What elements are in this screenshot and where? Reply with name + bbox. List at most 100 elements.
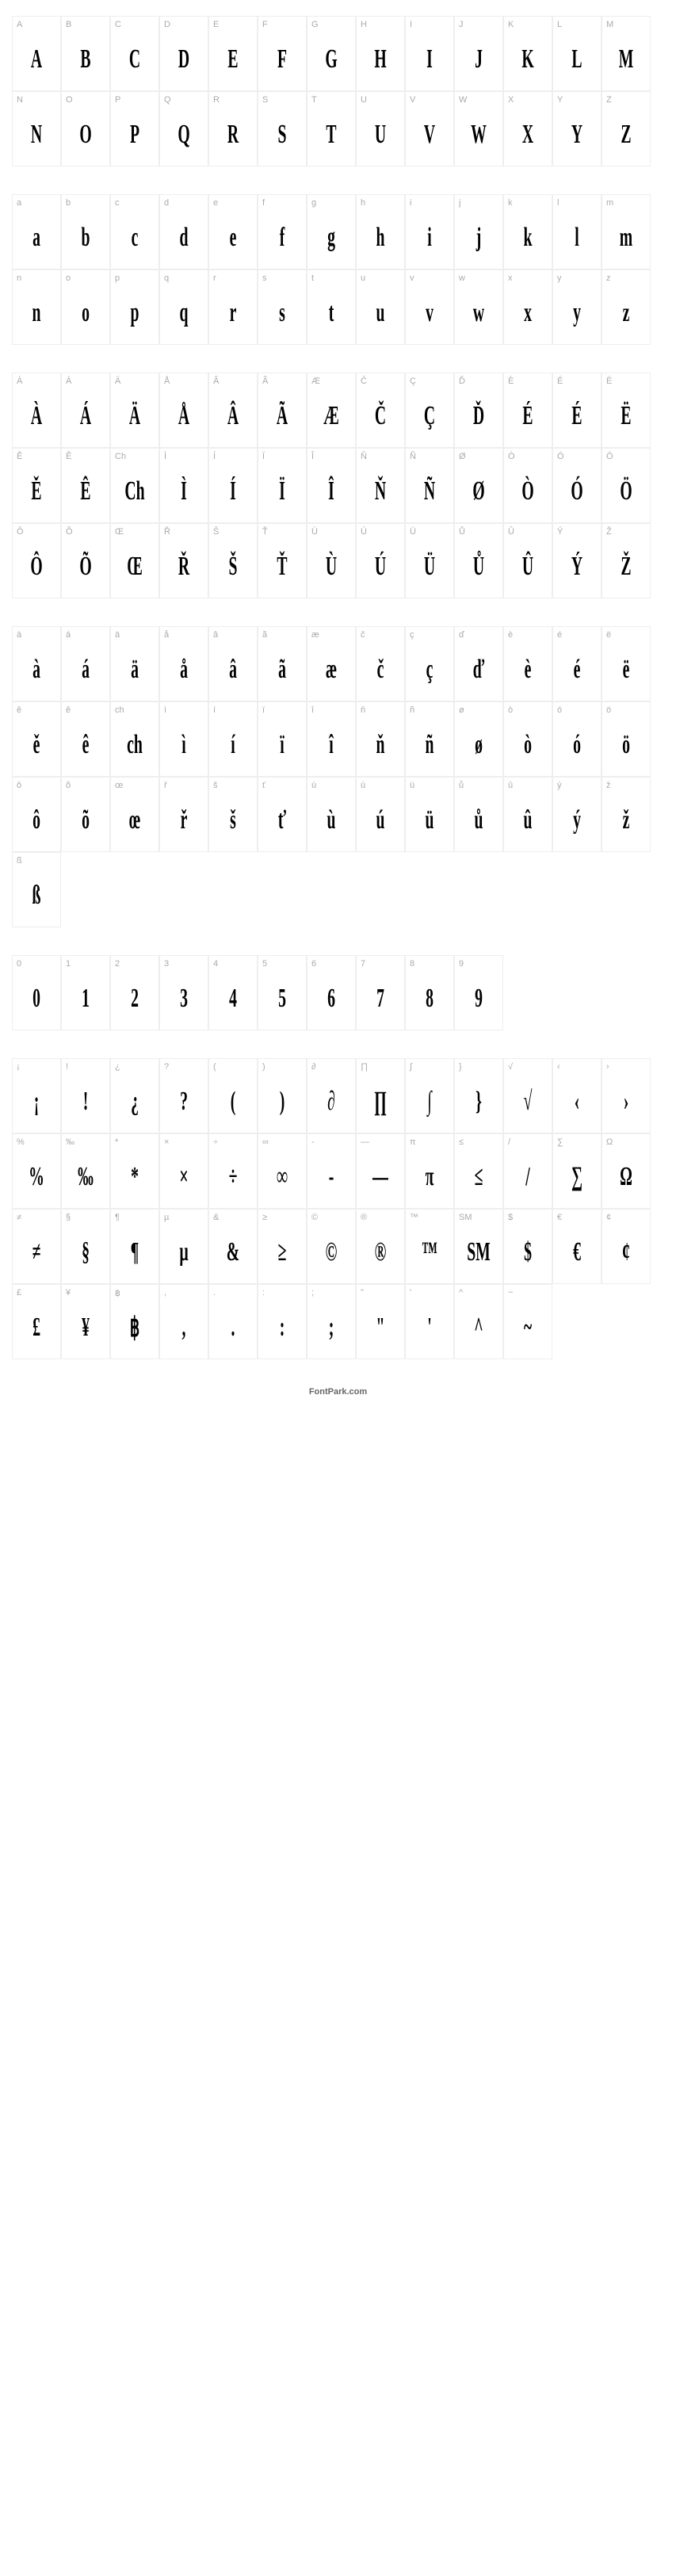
char-glyph: è — [514, 646, 542, 701]
char-glyph: : — [269, 1304, 296, 1359]
char-glyph: Ä — [121, 392, 149, 447]
char-glyph: x — [514, 289, 542, 344]
char-label: À — [13, 373, 60, 392]
char-cell: ,, — [159, 1284, 208, 1359]
char-cell: QQ — [159, 91, 208, 166]
char-label: SM — [455, 1210, 502, 1229]
char-label: £ — [13, 1285, 60, 1304]
char-cell: òò — [503, 701, 552, 777]
char-cell: ×× — [159, 1133, 208, 1209]
char-glyph: Ó — [563, 468, 591, 522]
char-cell: ØØ — [454, 448, 503, 523]
char-glyph: O — [72, 111, 100, 166]
char-cell: ÒÒ — [503, 448, 552, 523]
char-label: Î — [307, 449, 355, 468]
char-glyph: Ý — [563, 543, 591, 598]
char-cell: 99 — [454, 955, 503, 1030]
char-label: M — [602, 17, 650, 36]
char-glyph: Á — [72, 392, 100, 447]
char-cell: }} — [454, 1058, 503, 1133]
char-cell: —— — [356, 1133, 405, 1209]
char-cell: II — [405, 16, 454, 91]
char-cell: §§ — [61, 1209, 110, 1284]
char-label: ů — [455, 778, 502, 797]
char-glyph: Ñ — [416, 468, 444, 522]
footer-text: FontPark.com — [12, 1387, 664, 1397]
char-glyph: ¶ — [121, 1229, 149, 1283]
char-label: ฿ — [111, 1285, 158, 1304]
char-label: % — [13, 1134, 60, 1153]
char-label: Ë — [602, 373, 650, 392]
char-label: ó — [553, 702, 601, 721]
char-glyph: . — [220, 1304, 247, 1359]
char-cell: ÆÆ — [307, 373, 356, 448]
char-cell: (( — [208, 1058, 258, 1133]
char-label: ¿ — [111, 1059, 158, 1078]
char-cell: ÜÜ — [405, 523, 454, 598]
char-glyph: Y — [563, 111, 591, 166]
char-label: ® — [357, 1210, 404, 1229]
char-label: 0 — [13, 956, 60, 975]
char-glyph: à — [23, 646, 51, 701]
char-cell: ââ — [208, 626, 258, 701]
char-label: ; — [307, 1285, 355, 1304]
char-cell: GG — [307, 16, 356, 91]
char-glyph: s — [269, 289, 296, 344]
char-label: Ï — [258, 449, 306, 468]
char-glyph: Ď — [465, 392, 493, 447]
char-glyph: u — [367, 289, 395, 344]
char-label: ≤ — [455, 1134, 502, 1153]
char-glyph: ( — [220, 1078, 247, 1133]
char-cell: řř — [159, 777, 208, 852]
char-label: ř — [160, 778, 208, 797]
char-cell: ÛÛ — [503, 523, 552, 598]
char-label: É — [553, 373, 601, 392]
char-glyph: Q — [170, 111, 198, 166]
char-cell: ¡¡ — [12, 1058, 61, 1133]
char-cell: √√ — [503, 1058, 552, 1133]
char-glyph: µ — [170, 1229, 198, 1283]
char-cell: ∑∑ — [552, 1133, 602, 1209]
char-cell: çç — [405, 626, 454, 701]
char-label: g — [307, 195, 355, 214]
char-glyph: r — [220, 289, 247, 344]
char-glyph: 2 — [121, 975, 149, 1030]
char-cell: jj — [454, 194, 503, 269]
char-label: ť — [258, 778, 306, 797]
char-glyph: C — [121, 36, 149, 90]
char-glyph: ? — [170, 1078, 198, 1133]
char-glyph: × — [170, 1153, 198, 1208]
char-glyph: š — [220, 797, 247, 851]
char-cell: uu — [356, 269, 405, 345]
char-glyph: ' — [416, 1304, 444, 1359]
char-cell: VV — [405, 91, 454, 166]
char-cell: €€ — [552, 1209, 602, 1284]
char-cell: JJ — [454, 16, 503, 91]
char-label: î — [307, 702, 355, 721]
char-cell: ¢¢ — [602, 1209, 651, 1284]
section-lowercase-accented: ààááääååââããææččççďďèèééëëěěêêchchììííïï… — [12, 626, 664, 927]
char-cell: SMSM — [454, 1209, 503, 1284]
char-glyph: ∑ — [563, 1153, 591, 1208]
char-label: ì — [160, 702, 208, 721]
char-cell: ** — [110, 1133, 159, 1209]
char-glyph: ~ — [514, 1304, 542, 1359]
char-glyph: Û — [514, 543, 542, 598]
char-label: P — [111, 92, 158, 111]
char-glyph: 1 — [72, 975, 100, 1030]
char-glyph: — — [367, 1153, 395, 1208]
char-cell: µµ — [159, 1209, 208, 1284]
char-cell: dd — [159, 194, 208, 269]
char-glyph: Z — [613, 111, 640, 166]
char-label: Ä — [111, 373, 158, 392]
char-glyph: 0 — [23, 975, 51, 1030]
char-label: è — [504, 627, 552, 646]
char-cell: AA — [12, 16, 61, 91]
char-glyph: W — [465, 111, 493, 166]
char-glyph: œ — [121, 797, 149, 851]
char-glyph: Ì — [170, 468, 198, 522]
char-glyph: h — [367, 214, 395, 269]
char-cell: ÝÝ — [552, 523, 602, 598]
char-label: 9 — [455, 956, 502, 975]
char-glyph: Œ — [121, 543, 149, 598]
